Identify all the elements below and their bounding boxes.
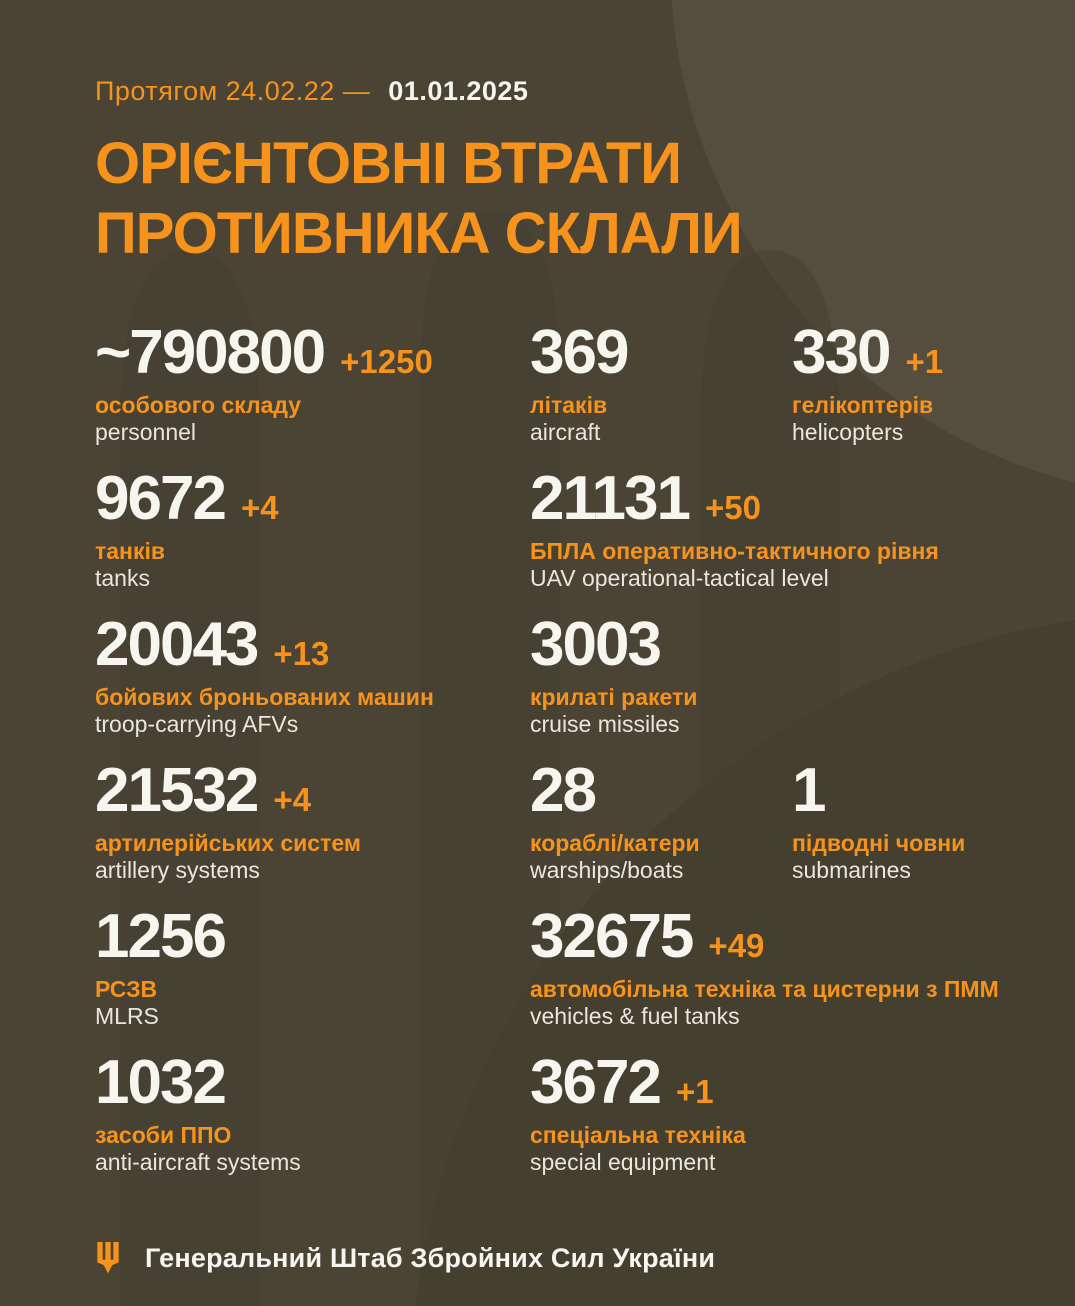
stat-submarines: 1 підводні човни submarines: [792, 759, 1035, 884]
stat-label-uk: літаків: [530, 392, 608, 418]
stat-value: 1032: [95, 1048, 227, 1117]
stat-label-uk: автомобільна техніка та цистерни з ПММ: [530, 976, 999, 1002]
stat-label-uk: гелікоптерів: [792, 392, 934, 418]
stat-label-uk: кораблі/катери: [530, 830, 700, 856]
stat-label-en: cruise missiles: [530, 711, 680, 737]
footer: Генеральний Штаб Збройних Сил України: [95, 1242, 715, 1274]
stat-vehicles: 32675 +49 автомобільна техніка та цистер…: [530, 905, 1035, 1030]
stat-label-en: submarines: [792, 857, 911, 883]
period-line: Протягом 24.02.22 — 01.01.2025: [95, 76, 1035, 107]
title-line-1: Орієнтовні втрати: [95, 131, 682, 196]
stat-value: 28: [530, 756, 597, 825]
stat-label-uk: особового складу: [95, 392, 302, 418]
stat-label-uk: БПЛА оперативно-тактичного рівня: [530, 538, 939, 564]
stat-value: 3672: [530, 1048, 662, 1117]
title-line-2: противника склали: [95, 201, 743, 266]
stat-uav: 21131 +50 БПЛА оперативно-тактичного рів…: [530, 467, 1035, 592]
stat-value: 32675: [530, 902, 694, 971]
stat-label-uk: РСЗВ: [95, 976, 158, 1002]
content: Протягом 24.02.22 — 01.01.2025 Орієнтовн…: [95, 76, 1035, 1197]
tryzub-icon: [97, 1242, 119, 1274]
stat-delta: +1: [675, 1073, 714, 1110]
stat-label-en: MLRS: [95, 1003, 159, 1029]
stat-cruise-missiles: 3003 крилаті ракети cruise missiles: [530, 613, 1035, 738]
stat-delta: +1250: [340, 343, 433, 380]
stat-tanks: 9672 +4 танків tanks: [95, 467, 530, 592]
period-date: 01.01.2025: [388, 76, 529, 106]
stat-label-en: warships/boats: [530, 857, 684, 883]
stat-delta: +50: [705, 489, 761, 526]
stat-value: 9672: [95, 464, 227, 533]
stat-personnel: ~790800 +1250 особового складу personnel: [95, 321, 530, 446]
stat-label-uk: артилерійських систем: [95, 830, 361, 856]
stat-special-equipment: 3672 +1 спеціальна техніка special equip…: [530, 1051, 1035, 1176]
stat-value: 330: [792, 318, 891, 387]
stat-delta: +1: [905, 343, 944, 380]
stat-label-en: personnel: [95, 419, 197, 445]
stats-grid: ~790800 +1250 особового складу personnel…: [95, 321, 1035, 1197]
stat-label-en: special equipment: [530, 1149, 716, 1175]
stat-helicopters: 330 +1 гелікоптерів helicopters: [792, 321, 1035, 446]
stat-label-uk: танків: [95, 538, 165, 564]
stat-value: 21532: [95, 756, 259, 825]
stat-label-uk: крилаті ракети: [530, 684, 698, 710]
stat-value: 21131: [530, 464, 691, 533]
stat-value: 1256: [95, 902, 227, 971]
stat-label-en: troop-carrying AFVs: [95, 711, 299, 737]
stat-label-en: artillery systems: [95, 857, 260, 883]
stat-label-uk: засоби ППО: [95, 1122, 232, 1148]
stat-delta: +13: [273, 635, 330, 672]
stat-delta: +4: [273, 781, 312, 818]
page-title: Орієнтовні втрати противника склали: [95, 129, 1035, 269]
stat-label-en: vehicles & fuel tanks: [530, 1003, 740, 1029]
stat-artillery: 21532 +4 артилерійських систем artillery…: [95, 759, 530, 884]
stat-value: 1: [792, 756, 827, 825]
period-prefix: Протягом 24.02.22 —: [95, 76, 371, 106]
stat-afv: 20043 +13 бойових броньованих машин troo…: [95, 613, 530, 738]
stat-label-uk: підводні човни: [792, 830, 966, 856]
stat-warships: 28 кораблі/катери warships/boats: [530, 759, 792, 884]
stat-value: 3003: [530, 610, 662, 679]
stat-label-uk: спеціальна техніка: [530, 1122, 746, 1148]
stat-aircraft: 369 літаків aircraft: [530, 321, 792, 446]
stat-value: 20043: [95, 610, 259, 679]
stat-label-uk: бойових броньованих машин: [95, 684, 434, 710]
stat-value: 369: [530, 318, 629, 387]
stat-label-en: UAV operational-tactical level: [530, 565, 829, 591]
stat-delta: +4: [240, 489, 279, 526]
footer-org-name: Генеральний Штаб Збройних Сил України: [145, 1242, 716, 1273]
stat-mlrs: 1256 РСЗВ MLRS: [95, 905, 530, 1030]
stat-anti-aircraft: 1032 засоби ППО anti-aircraft systems: [95, 1051, 530, 1176]
stat-delta: +49: [708, 927, 765, 964]
stat-label-en: tanks: [95, 565, 150, 591]
stat-label-en: helicopters: [792, 419, 904, 445]
stat-value: ~790800: [95, 318, 326, 387]
stat-label-en: anti-aircraft systems: [95, 1149, 301, 1175]
stat-label-en: aircraft: [530, 419, 601, 445]
